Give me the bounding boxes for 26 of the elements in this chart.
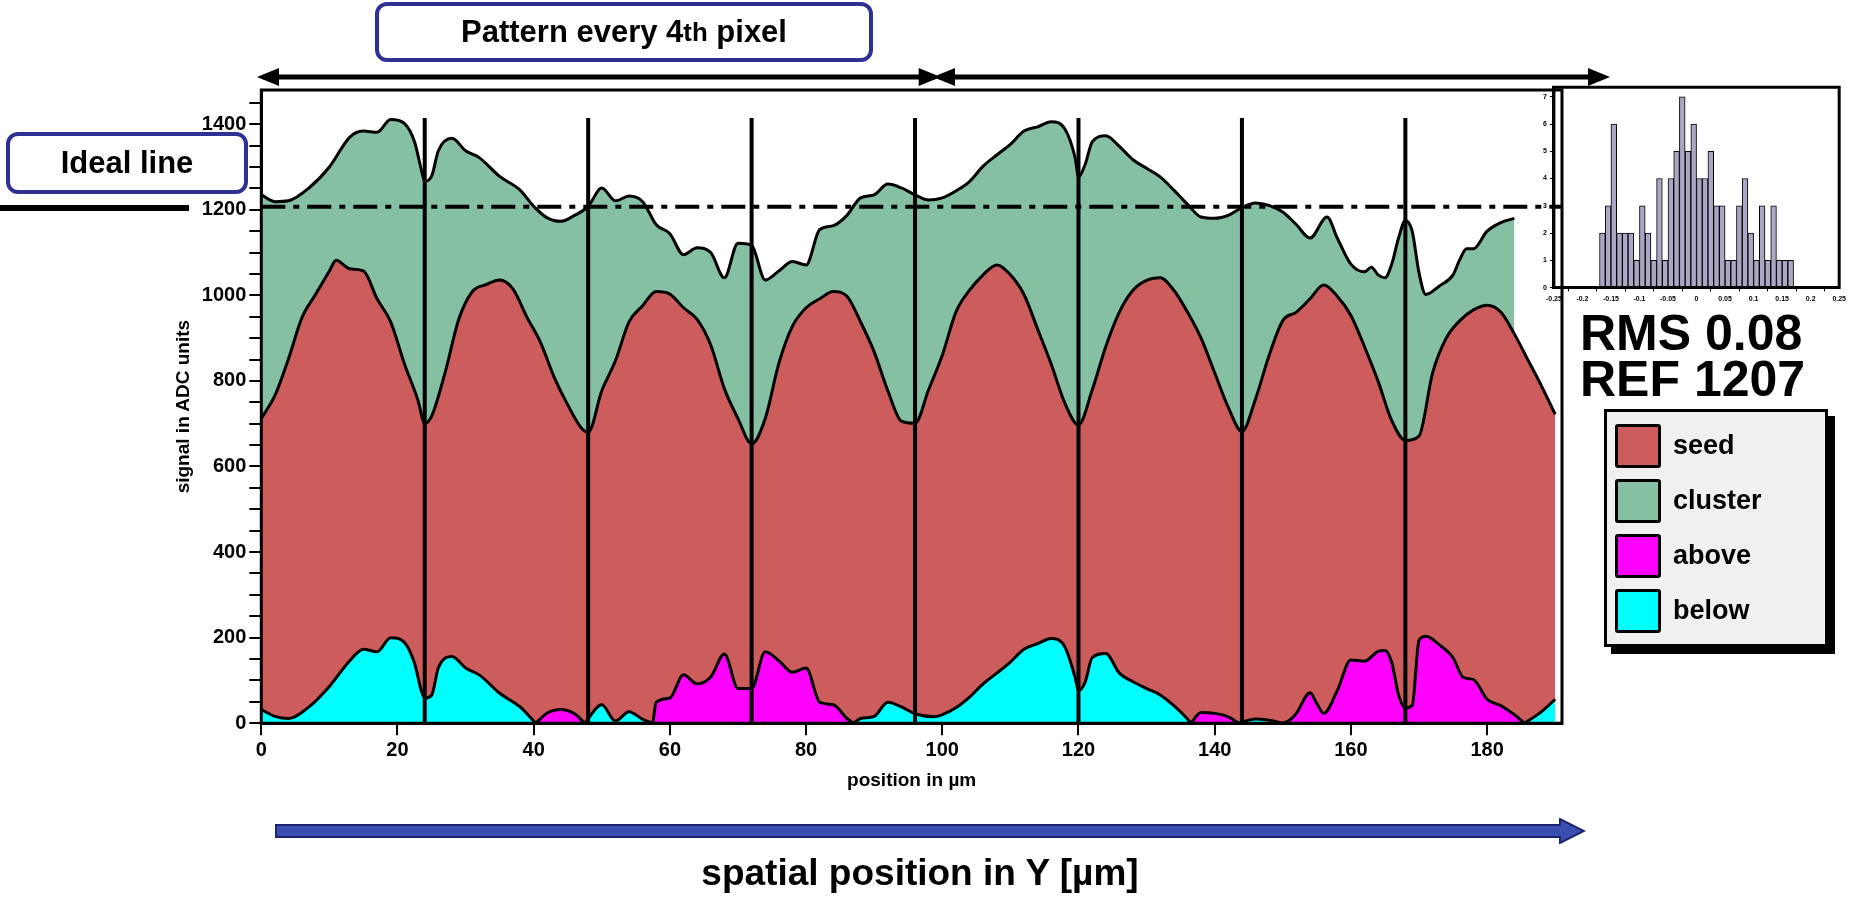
y-tick-label: 0 [235,710,247,733]
y-tick-label: 200 [212,625,247,648]
legend-label: cluster [1673,485,1762,516]
legend-label: seed [1673,430,1735,461]
y-tick-label: 600 [212,454,247,477]
y-tick-label: 1400 [201,111,247,134]
text: spatial position in Y [µm] [700,852,1140,894]
x-tick-label: 40 [522,737,545,760]
ref-line-label: Ideal line [6,131,248,194]
x-tick-label: 60 [658,737,682,760]
x-tick-label: 20 [386,737,409,760]
y-tick-label: 1000 [201,282,247,305]
x-tick-label: 180 [1470,737,1504,760]
x-tick-label: 100 [925,737,959,760]
x-tick-label: 120 [1061,737,1096,760]
x-tick-label: 160 [1334,737,1368,760]
y-tick-label: 800 [212,368,247,391]
legend-label: below [1673,595,1750,626]
x-axis-title: position in µm [847,768,977,790]
x-tick-label: 140 [1198,737,1232,760]
x-tick-label: 80 [794,737,818,760]
y-tick-label: 1200 [201,197,247,220]
legend-label: above [1673,540,1752,571]
y-tick-label: 400 [212,539,247,562]
y-axis-title: signal in ADC units [171,319,193,494]
x-tick-label: 0 [255,737,267,760]
